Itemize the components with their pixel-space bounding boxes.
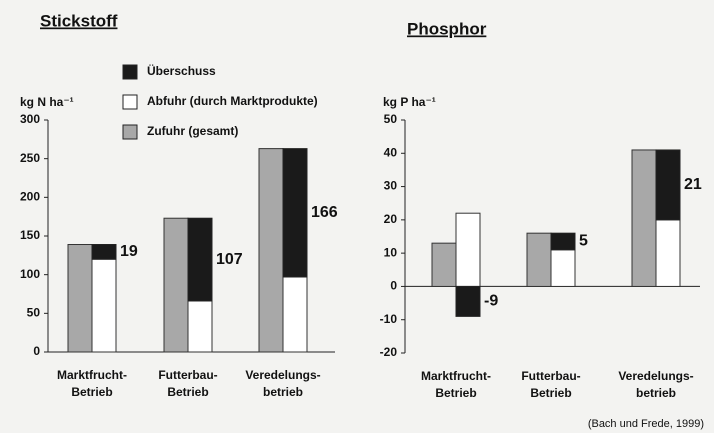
bar-supply xyxy=(258,148,284,353)
y-tick-label: 10 xyxy=(384,245,398,259)
legend-label: Abfuhr (durch Marktprodukte) xyxy=(147,94,318,108)
bar-removal xyxy=(655,219,681,287)
y-axis-label: kg P ha⁻¹ xyxy=(383,95,436,109)
bar-surplus xyxy=(550,232,576,251)
y-tick-label: -10 xyxy=(380,312,398,326)
bar-supply xyxy=(431,242,457,287)
bar-supply xyxy=(526,232,552,287)
value-label: 19 xyxy=(120,243,138,260)
bar-surplus xyxy=(91,244,117,260)
y-tick-label: 100 xyxy=(20,267,40,281)
chart-title: Phosphor xyxy=(407,19,487,38)
y-tick-label: 300 xyxy=(20,112,40,126)
legend-swatch xyxy=(122,64,138,80)
value-label: 21 xyxy=(684,176,702,193)
bar-removal xyxy=(455,212,481,287)
x-tick-label: Futterbau-Betrieb xyxy=(521,369,580,400)
bar-removal xyxy=(550,249,576,287)
legend-label: Zufuhr (gesamt) xyxy=(147,124,238,138)
value-label: -9 xyxy=(484,293,498,310)
x-tick-label: Veredelungs-betrieb xyxy=(618,369,693,400)
source: (Bach und Frede, 1999) xyxy=(588,418,704,430)
x-tick-label: Marktfrucht-Betrieb xyxy=(57,368,127,399)
bar-supply xyxy=(67,244,93,353)
y-tick-label: 50 xyxy=(384,112,398,126)
x-tick-label: Marktfrucht-Betrieb xyxy=(421,369,491,400)
bar-surplus xyxy=(655,149,681,221)
x-tick-label: Futterbau-Betrieb xyxy=(158,368,217,399)
bar-supply xyxy=(631,149,657,287)
y-tick-label: 20 xyxy=(384,212,398,226)
x-tick-label: Veredelungs-betrieb xyxy=(245,368,320,399)
bar-removal xyxy=(282,276,308,353)
bar-surplus xyxy=(282,148,308,278)
y-tick-label: 0 xyxy=(390,279,397,293)
bar-removal xyxy=(91,258,117,353)
y-tick-label: 30 xyxy=(384,179,398,193)
y-tick-label: 50 xyxy=(27,306,41,320)
y-tick-label: 0 xyxy=(33,344,40,358)
chart-title: Stickstoff xyxy=(40,11,118,30)
y-axis-label: kg N ha⁻¹ xyxy=(20,95,74,109)
bar-surplus xyxy=(455,285,481,317)
y-tick-label: 250 xyxy=(20,151,40,165)
y-tick-label: -20 xyxy=(380,345,398,359)
y-tick-label: 40 xyxy=(384,145,398,159)
legend-label: Überschuss xyxy=(147,63,216,78)
value-label: 166 xyxy=(311,204,338,221)
legend-swatch xyxy=(122,124,138,140)
legend-swatch xyxy=(122,94,138,110)
value-label: 5 xyxy=(579,233,588,250)
value-label: 107 xyxy=(216,251,243,268)
y-tick-label: 200 xyxy=(20,190,40,204)
bar-surplus xyxy=(187,217,213,302)
bar-removal xyxy=(187,300,213,353)
bar-supply xyxy=(163,217,189,353)
y-tick-label: 150 xyxy=(20,228,40,242)
